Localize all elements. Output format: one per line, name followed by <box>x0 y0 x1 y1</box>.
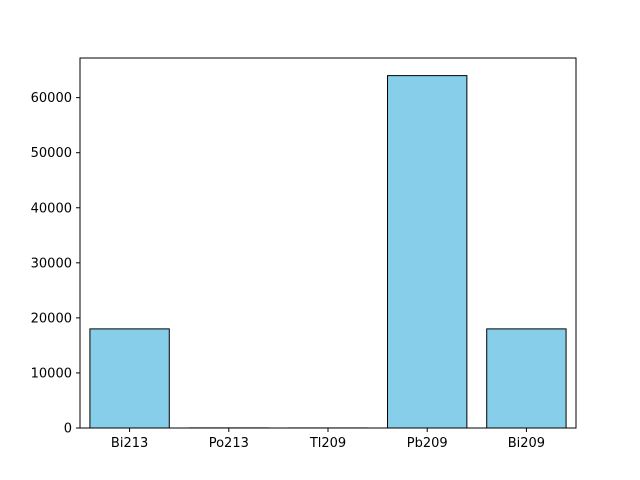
bar-bi209 <box>486 328 567 429</box>
x-tick-label: Bi213 <box>111 436 148 451</box>
bar-bi213 <box>89 328 170 429</box>
plot-frame <box>79 57 577 429</box>
y-tick-label: 60000 <box>31 91 72 106</box>
y-tick-label: 50000 <box>31 146 72 161</box>
y-tick-label: 10000 <box>31 366 72 381</box>
x-tick-label: Tl209 <box>309 436 346 451</box>
y-tick-label: 0 <box>64 422 72 437</box>
bar-pb209 <box>387 75 468 429</box>
y-tick-label: 20000 <box>31 311 72 326</box>
y-tick-label: 40000 <box>31 201 72 216</box>
x-tick-label: Bi209 <box>508 436 545 451</box>
x-tick-label: Pb209 <box>407 436 448 451</box>
x-tick-label: Po213 <box>209 436 249 451</box>
y-tick-label: 30000 <box>31 256 72 271</box>
